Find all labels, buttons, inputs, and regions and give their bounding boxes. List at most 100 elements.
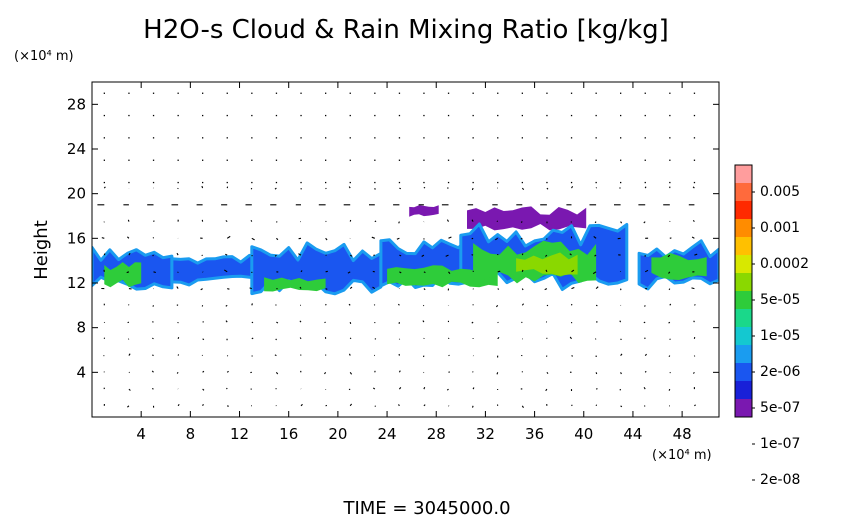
wind-vector xyxy=(176,371,179,374)
wind-vector xyxy=(250,187,253,190)
grid-dot xyxy=(595,159,597,161)
wind-vector xyxy=(276,221,278,223)
y-axis: 4 8 12 16 20 24 28 xyxy=(67,95,719,381)
grid-dot xyxy=(570,114,573,117)
wind-vector xyxy=(620,405,623,408)
wind-vector xyxy=(128,353,131,356)
wind-vector xyxy=(692,371,695,374)
wind-vector xyxy=(521,187,525,190)
grid-dot xyxy=(202,181,204,184)
grid-dot xyxy=(202,137,204,139)
wind-vector xyxy=(544,288,548,291)
wind-vector xyxy=(471,237,474,240)
wind-vector xyxy=(693,320,695,323)
y-tick-label: 4 xyxy=(76,363,86,381)
grid-dot xyxy=(103,159,105,161)
y-tick-label: 20 xyxy=(67,185,86,203)
colorbar-label: 1e-05 xyxy=(760,328,800,344)
grid-dot xyxy=(472,114,474,117)
grid-dot xyxy=(669,92,671,94)
wind-vector xyxy=(299,337,302,340)
grid-dot xyxy=(447,159,450,161)
grid-dot xyxy=(570,92,573,94)
wind-vector xyxy=(423,186,426,189)
wind-vector xyxy=(223,269,228,273)
wind-vector xyxy=(103,186,106,189)
wind-vector xyxy=(644,337,646,340)
wind-vector xyxy=(398,370,401,373)
wind-vector xyxy=(177,403,180,407)
wind-vector xyxy=(325,270,328,273)
wind-vector xyxy=(226,370,229,373)
grid-dot xyxy=(128,114,130,117)
y-unit-label: (×10⁴ m) xyxy=(14,49,74,64)
wind-vector xyxy=(251,337,254,340)
grid-dot xyxy=(251,137,253,139)
chart-title: H2O-s Cloud & Rain Mixing Ratio [kg/kg] xyxy=(143,15,669,45)
wind-vector xyxy=(274,354,277,357)
wind-vector xyxy=(225,253,228,256)
wind-vector xyxy=(571,404,573,407)
wind-vector xyxy=(644,186,647,189)
grid-dot xyxy=(275,92,278,94)
grid-dot xyxy=(644,159,646,161)
wind-vector xyxy=(226,355,229,357)
colorbar-segment xyxy=(735,219,752,238)
grid-dot xyxy=(128,159,130,161)
grid-dot xyxy=(669,114,671,117)
grid-dot xyxy=(300,92,302,94)
wind-vector xyxy=(445,254,449,257)
wind-vector xyxy=(643,387,646,390)
grid-dot xyxy=(423,92,425,94)
wind-vector xyxy=(227,288,230,290)
wind-vector xyxy=(643,321,646,324)
grid-dot xyxy=(128,181,130,184)
cloud-region xyxy=(104,262,142,288)
grid-dot xyxy=(226,92,228,94)
grid-dot xyxy=(693,137,696,139)
grid-dot xyxy=(620,92,622,94)
wind-vector xyxy=(521,321,523,324)
grid-dot xyxy=(423,181,425,184)
wind-vector xyxy=(619,320,622,323)
wind-vector xyxy=(448,271,451,274)
wind-vector xyxy=(225,320,228,323)
grid-dot xyxy=(644,137,646,139)
x-tick-label: 12 xyxy=(230,425,249,443)
wind-vector xyxy=(694,404,696,407)
wind-vector xyxy=(126,271,130,274)
x-tick-label: 44 xyxy=(623,425,642,443)
grid-dot xyxy=(374,114,376,117)
wind-vector xyxy=(667,254,671,258)
x-unit-label: (×10⁴ m) xyxy=(652,448,712,463)
wind-vector xyxy=(595,372,598,375)
grid-dot xyxy=(423,159,425,161)
x-tick-label: 24 xyxy=(378,425,397,443)
grid-dot xyxy=(103,181,105,184)
wind-vector xyxy=(325,288,328,290)
wind-vector xyxy=(275,371,279,375)
x-tick-label: 48 xyxy=(673,425,692,443)
grid-dot xyxy=(398,114,401,117)
wind-vector xyxy=(471,219,474,222)
grid-dot xyxy=(497,114,499,117)
wind-vector xyxy=(495,304,499,308)
wind-vector xyxy=(201,185,204,189)
wind-vector xyxy=(546,371,549,374)
wind-vector xyxy=(398,387,402,390)
wind-vector xyxy=(668,388,671,391)
grid-dot xyxy=(103,92,105,94)
x-tick-label: 4 xyxy=(136,425,146,443)
grid-dot xyxy=(275,159,278,161)
colorbar-segment xyxy=(735,165,752,184)
y-axis-label: Height xyxy=(31,220,52,280)
wind-vector xyxy=(644,305,646,307)
x-tick-label: 28 xyxy=(427,425,446,443)
grid-dot xyxy=(570,137,573,139)
grid-dot xyxy=(325,159,327,161)
colorbar-label: 5e-07 xyxy=(760,400,800,416)
wind-vector xyxy=(103,253,106,256)
wind-vector-field xyxy=(97,185,698,408)
wind-vector xyxy=(396,237,400,240)
grid-dot xyxy=(374,159,376,161)
